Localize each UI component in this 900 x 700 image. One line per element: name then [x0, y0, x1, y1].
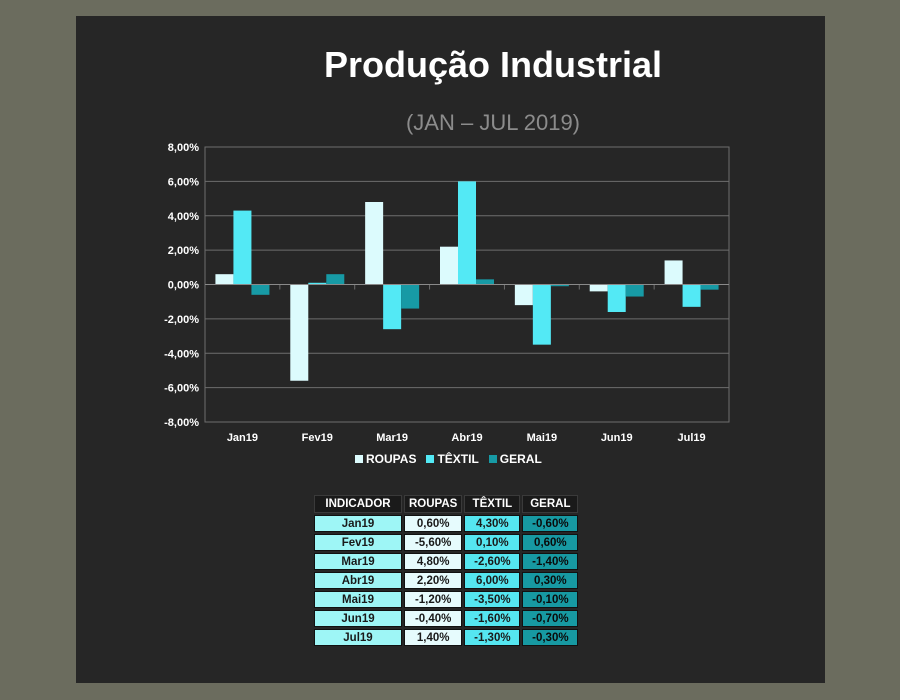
x-tick-label: Mai19	[527, 432, 558, 444]
bar-têxtil-abr19	[458, 181, 476, 285]
bar-geral-abr19	[476, 279, 494, 285]
table-cell: -1,40%	[522, 553, 579, 570]
table-row: Abr19 2,20% 6,00% 0,30%	[314, 572, 579, 589]
bar-geral-fev19	[326, 274, 345, 285]
x-tick-label: Jun19	[601, 432, 633, 444]
chart-title: Produção Industrial	[323, 44, 663, 85]
y-tick-label: -8,00%	[164, 417, 199, 429]
table-cell: 0,60%	[522, 534, 579, 551]
x-tick-label: Mar19	[376, 432, 408, 444]
table-cell: -5,60%	[404, 534, 463, 551]
bar-roupas-jun19	[589, 284, 608, 292]
bar-geral-mai19	[550, 284, 569, 287]
bar-têxtil-mar19	[383, 284, 402, 330]
bar-têxtil-mai19	[532, 284, 551, 345]
table-cell: -1,20%	[404, 591, 463, 608]
table-cell: 0,30%	[522, 572, 579, 589]
table-row: Jun19 -0,40% -1,60% -0,70%	[314, 610, 579, 627]
bar-geral-jun19	[625, 284, 644, 297]
table-cell: -0,60%	[522, 515, 579, 532]
y-tick-label: 6,00%	[168, 176, 199, 188]
table-header-row: INDICADOR ROUPAS TÊXTIL GERAL	[314, 495, 579, 513]
x-tick-label: Jul19	[678, 432, 706, 444]
table-header-cell: TÊXTIL	[464, 495, 521, 513]
bar-geral-jul19	[700, 284, 719, 290]
legend-label: GERAL	[499, 452, 542, 466]
bar-roupas-mar19	[365, 202, 384, 285]
table-cell: 2,20%	[404, 572, 463, 589]
bar-roupas-jan19	[215, 274, 234, 285]
table-cell: 0,10%	[464, 534, 521, 551]
bar-geral-jan19	[251, 284, 270, 295]
table-cell: -0,10%	[522, 591, 579, 608]
table-cell: 4,30%	[464, 515, 521, 532]
table-cell: Jan19	[314, 515, 402, 532]
y-tick-label: -2,00%	[164, 314, 199, 326]
table-row: Mai19 -1,20% -3,50% -0,10%	[314, 591, 579, 608]
table-cell: Mai19	[314, 591, 402, 608]
bar-têxtil-jul19	[682, 284, 701, 307]
table-cell: 4,80%	[404, 553, 463, 570]
table-cell: 1,40%	[404, 629, 463, 646]
table-cell: -1,60%	[464, 610, 521, 627]
chart-panel	[76, 16, 825, 683]
bar-têxtil-jan19	[233, 210, 252, 285]
table-body: Jan19 0,60% 4,30% -0,60% Fev19 -5,60% 0,10% 0,6…	[314, 515, 579, 646]
table-row: Jan19 0,60% 4,30% -0,60%	[314, 515, 579, 532]
table-cell: 0,60%	[404, 515, 463, 532]
table-cell: Jun19	[314, 610, 402, 627]
table-cell: -0,40%	[404, 610, 463, 627]
bar-geral-mar19	[401, 284, 420, 309]
y-tick-label: -6,00%	[164, 383, 199, 395]
legend-swatch	[355, 455, 363, 463]
table-cell: Abr19	[314, 572, 402, 589]
table-row: Mar19 4,80% -2,60% -1,40%	[314, 553, 579, 570]
table-row: Fev19 -5,60% 0,10% 0,60%	[314, 534, 579, 551]
x-tick-label: Fev19	[302, 432, 333, 444]
legend-item-têxtil: TÊXTIL	[426, 452, 479, 466]
legend-item-geral: GERAL	[488, 452, 542, 466]
y-tick-label: 0,00%	[168, 280, 199, 292]
legend-label: ROUPAS	[366, 452, 417, 466]
bar-roupas-abr19	[440, 246, 458, 285]
table-cell: 6,00%	[464, 572, 521, 589]
y-tick-label: -4,00%	[164, 348, 199, 360]
x-tick-label: Jan19	[227, 432, 258, 444]
y-tick-label: 2,00%	[168, 245, 199, 257]
legend-item-roupas: ROUPAS	[355, 452, 416, 466]
table-cell: Mar19	[314, 553, 402, 570]
bar-têxtil-fev19	[308, 282, 327, 285]
table-header-cell: ROUPAS	[404, 495, 463, 513]
table-cell: -0,70%	[522, 610, 579, 627]
table-cell: -1,30%	[464, 629, 521, 646]
chart-legend: ROUPAS TÊXTIL GERAL	[355, 452, 542, 466]
table-cell: Jul19	[314, 629, 402, 646]
bar-roupas-mai19	[514, 284, 533, 306]
table-cell: -3,50%	[464, 591, 521, 608]
table-cell: -2,60%	[464, 553, 521, 570]
table-row: Jul19 1,40% -1,30% -0,30%	[314, 629, 579, 646]
chart-subtitle: (JAN – JUL 2019)	[405, 110, 581, 135]
table-header-cell: GERAL	[522, 495, 579, 513]
x-tick-label: Abr19	[451, 432, 482, 444]
data-table: INDICADOR ROUPAS TÊXTIL GERAL Jan19 0,60% 4,3…	[312, 493, 580, 648]
table-cell: Fev19	[314, 534, 402, 551]
legend-swatch	[426, 455, 435, 463]
y-tick-label: 4,00%	[168, 211, 199, 223]
table-cell: -0,30%	[522, 629, 579, 646]
table-header-cell: INDICADOR	[314, 495, 402, 513]
bar-roupas-jul19	[664, 260, 683, 285]
legend-label: TÊXTIL	[437, 452, 479, 466]
bar-roupas-fev19	[290, 284, 309, 381]
y-tick-label: 8,00%	[168, 142, 199, 154]
bar-têxtil-jun19	[607, 284, 626, 312]
legend-swatch	[488, 455, 497, 463]
